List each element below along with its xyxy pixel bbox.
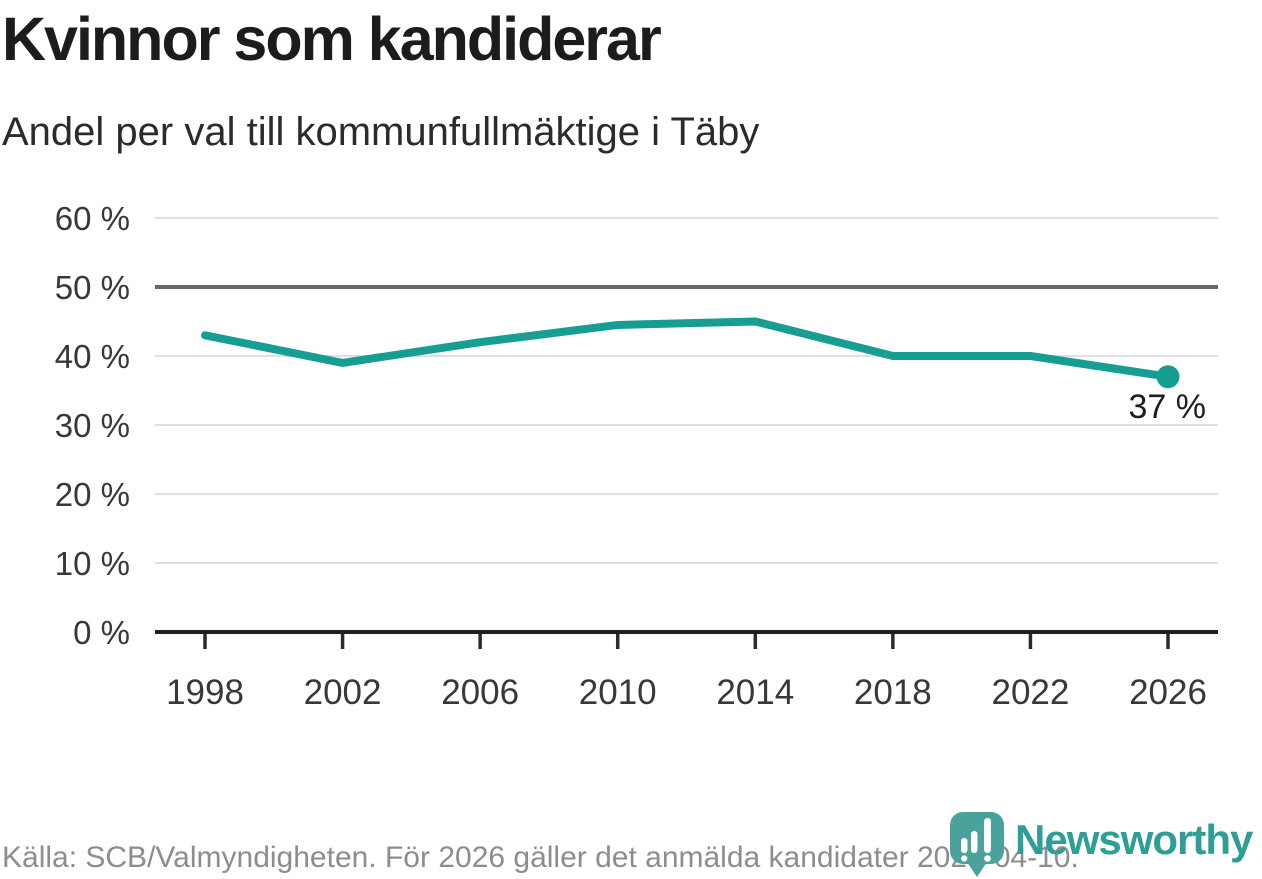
y-tick-label: 0 % [73, 614, 130, 651]
x-tick-label: 2006 [441, 673, 519, 712]
data-line [201, 317, 1172, 381]
newsworthy-pin-icon [950, 812, 1004, 877]
y-tick-label: 20 % [55, 476, 130, 513]
x-tick-label: 2026 [1129, 673, 1207, 712]
y-tick-label: 40 % [55, 338, 130, 375]
page-subtitle: Andel per val till kommunfullmäktige i T… [2, 110, 760, 154]
x-tick-label: 2018 [854, 673, 932, 712]
y-tick-label: 30 % [55, 407, 130, 444]
x-tick-label: 2014 [716, 673, 794, 712]
newsworthy-logo: Newsworthy [949, 811, 1253, 877]
x-tick-label: 2002 [304, 673, 382, 712]
newsworthy-wordmark: Newsworthy [1015, 816, 1253, 863]
source-note: Källa: SCB/Valmyndigheten. För 2026 gäll… [2, 841, 1079, 874]
y-tick-label: 50 % [55, 269, 130, 306]
x-tick-label: 1998 [166, 673, 244, 712]
x-tick-label: 2022 [991, 673, 1069, 712]
end-point-marker [1156, 365, 1180, 389]
x-tick-label: 2010 [579, 673, 657, 712]
y-tick-label: 60 % [55, 200, 130, 237]
y-tick-label: 10 % [55, 545, 130, 582]
page-title: Kvinnor som kandiderar [2, 5, 662, 73]
end-value-label: 37 % [1129, 388, 1207, 426]
